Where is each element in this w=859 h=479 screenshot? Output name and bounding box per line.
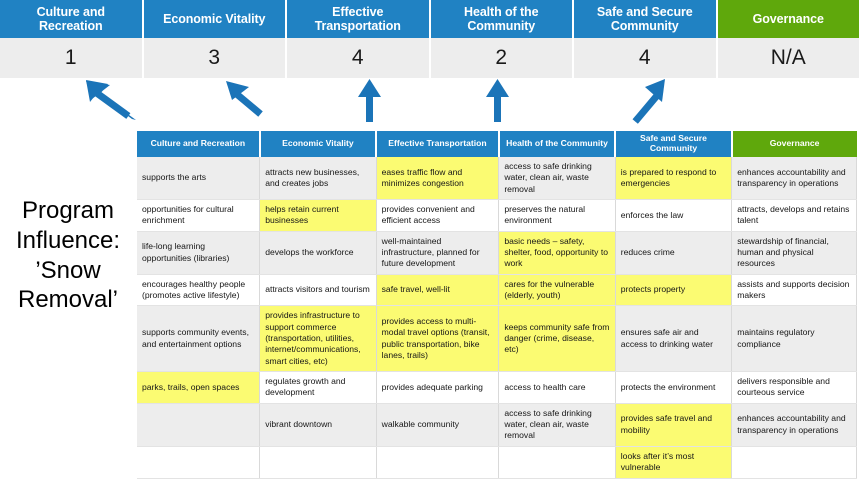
matrix-cell: enhances accountability and transparency… [732,403,857,446]
matrix-cell [137,446,260,478]
matrix-cell: preserves the natural environment [499,199,615,231]
caption-line-3: ’Snow [2,256,134,286]
matrix-cell: opportunities for cultural enrichment [137,199,260,231]
matrix-cell: access to safe drinking water, clean air… [499,403,615,446]
caption-line-1: Program [2,196,134,226]
scorecard-value-5: N/A [718,38,859,78]
matrix-column-header-0: Culture and Recreation [137,131,260,157]
scorecard-value-1: 3 [144,38,288,78]
matrix-cell: provides convenient and efficient access [376,199,499,231]
arrow-to-culture-and-recreation [86,80,136,120]
matrix-cell: keeps community safe from danger (crime,… [499,306,615,372]
table-row: supports community events, and entertain… [137,306,857,372]
scorecard-header-5: Governance [718,0,859,38]
arrow-to-safe-and-secure-community [633,79,665,124]
matrix-cell: is prepared to respond to emergencies [615,157,731,200]
arrow-to-effective-transportation [358,79,381,122]
matrix-cell: eases traffic flow and minimizes congest… [376,157,499,200]
matrix-column-header-1: Economic Vitality [260,131,376,157]
matrix-cell: reduces crime [615,231,731,274]
matrix-cell: supports the arts [137,157,260,200]
matrix-column-header-2: Effective Transportation [376,131,499,157]
matrix-cell: attracts, develops and retains talent [732,199,857,231]
matrix-cell: well-maintained infrastructure, planned … [376,231,499,274]
scorecard-header-3: Health of the Community [431,0,575,38]
arrow-to-health-of-the-community [486,79,509,122]
matrix-cell: stewardship of financial, human and phys… [732,231,857,274]
matrix-cell [499,446,615,478]
matrix-cell: life-long learning opportunities (librar… [137,231,260,274]
matrix-cell: protects property [615,274,731,306]
program-influence-caption: Program Influence: ’Snow Removal’ [2,196,134,315]
matrix-cell: regulates growth and development [260,372,376,404]
matrix-column-header-3: Health of the Community [499,131,615,157]
scorecard-value-0: 1 [0,38,144,78]
arrows-layer [0,76,859,134]
scorecard-header-4: Safe and Secure Community [574,0,718,38]
arrow-group [86,79,665,124]
table-row: encourages healthy people (promotes acti… [137,274,857,306]
matrix-cell [376,446,499,478]
matrix-cell: protects the environment [615,372,731,404]
scorecard-value-3: 2 [431,38,575,78]
table-row: looks after it’s most vulnerable [137,446,857,478]
matrix-cell: attracts new businesses, and creates job… [260,157,376,200]
matrix-cell: provides infrastructure to support comme… [260,306,376,372]
matrix-cell: walkable community [376,403,499,446]
matrix-cell: enhances accountability and transparency… [732,157,857,200]
matrix-cell: access to health care [499,372,615,404]
matrix-cell: ensures safe air and access to drinking … [615,306,731,372]
caption-line-4: Removal’ [2,285,134,315]
matrix-cell: maintains regulatory compliance [732,306,857,372]
matrix-cell: provides adequate parking [376,372,499,404]
matrix-column-header-4: Safe and Secure Community [615,131,731,157]
matrix-cell: develops the workforce [260,231,376,274]
matrix-cell: safe travel, well-lit [376,274,499,306]
scorecard-header-0: Culture and Recreation [0,0,144,38]
matrix-cell: cares for the vulnerable (elderly, youth… [499,274,615,306]
matrix-cell: helps retain current businesses [260,199,376,231]
matrix-cell: supports community events, and entertain… [137,306,260,372]
matrix-cell: vibrant downtown [260,403,376,446]
matrix-cell: encourages healthy people (promotes acti… [137,274,260,306]
matrix-cell: provides access to multi-modal travel op… [376,306,499,372]
matrix-cell: enforces the law [615,199,731,231]
matrix-cell: delivers responsible and courteous servi… [732,372,857,404]
scorecard-header-1: Economic Vitality [144,0,288,38]
matrix-cell: basic needs – safety, shelter, food, opp… [499,231,615,274]
matrix-cell: assists and supports decision makers [732,274,857,306]
scorecard-value-4: 4 [574,38,718,78]
matrix-cell: looks after it’s most vulnerable [615,446,731,478]
matrix-cell [260,446,376,478]
matrix-cell: parks, trails, open spaces [137,372,260,404]
matrix-cell [137,403,260,446]
arrow-to-economic-vitality [226,81,263,117]
matrix-column-header-5: Governance [732,131,857,157]
scorecard-value-2: 4 [287,38,431,78]
matrix-cell: provides safe travel and mobility [615,403,731,446]
scorecard-header-2: Effective Transportation [287,0,431,38]
matrix-cell [732,446,857,478]
matrix-cell: attracts visitors and tourism [260,274,376,306]
matrix-cell: access to safe drinking water, clean air… [499,157,615,200]
table-row: life-long learning opportunities (librar… [137,231,857,274]
caption-line-2: Influence: [2,226,134,256]
